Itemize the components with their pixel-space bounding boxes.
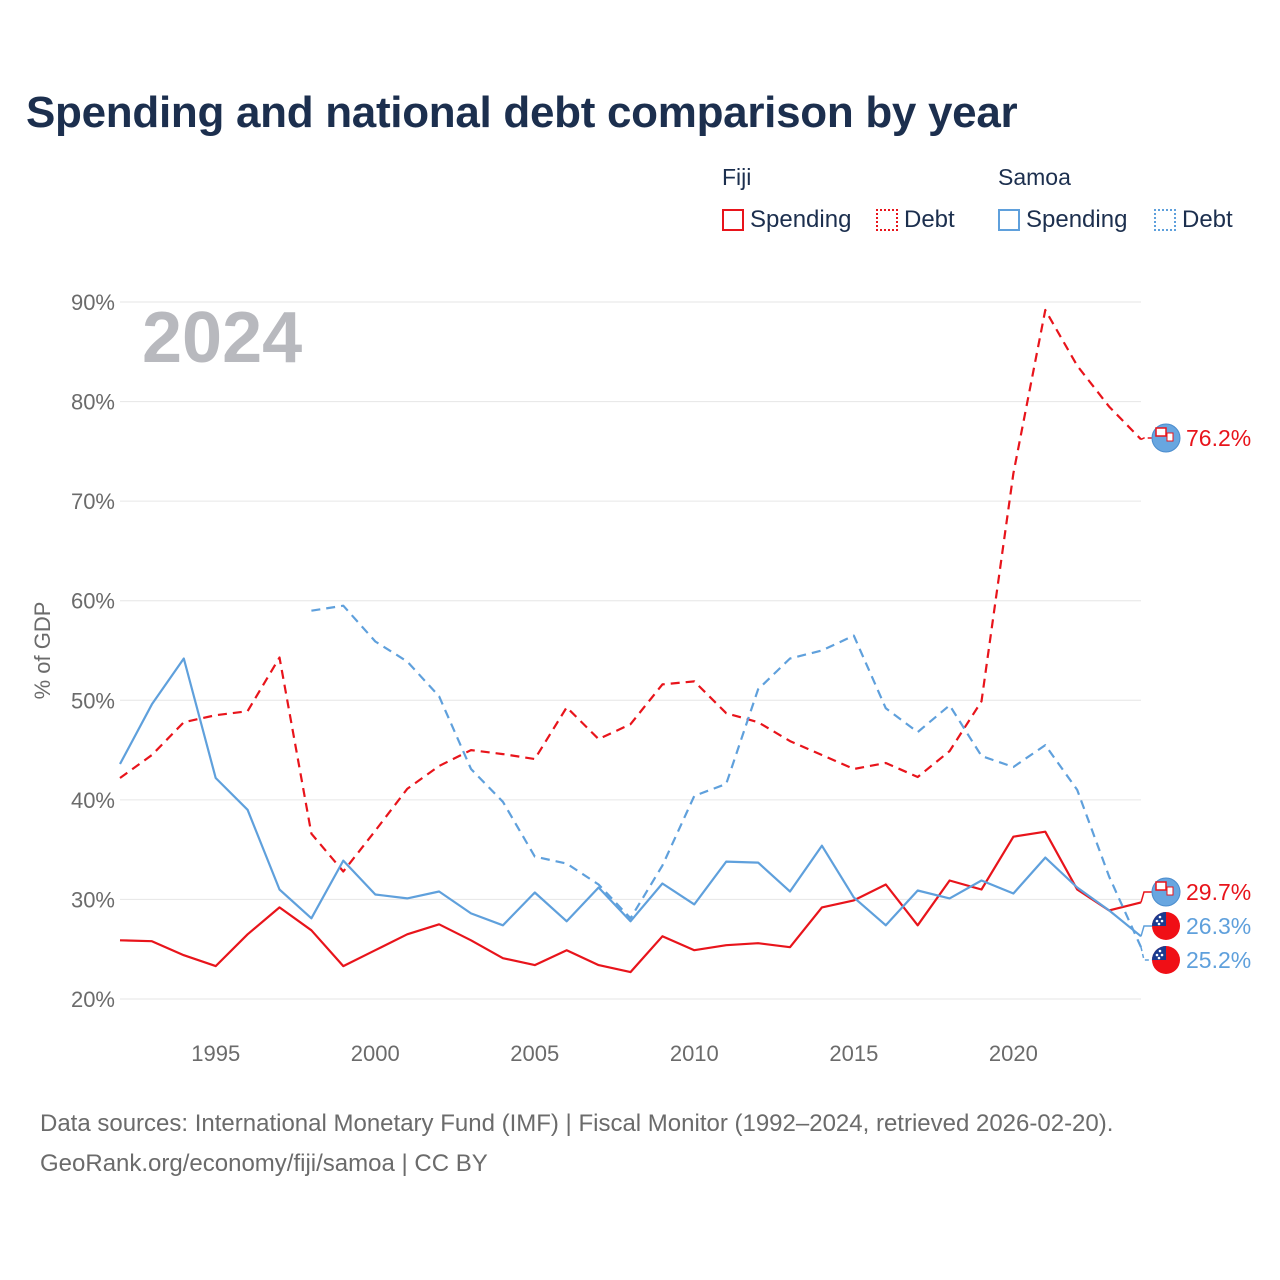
end-connector (1140, 437, 1154, 441)
end-marker-flag-icon (1152, 912, 1180, 940)
legend-item-label: Debt (904, 206, 955, 233)
end-value-label: 25.2% (1186, 947, 1251, 973)
legend-swatch-samoa-debt (1154, 209, 1176, 231)
x-tick-label: 2005 (510, 1041, 559, 1066)
y-tick-label: 60% (71, 589, 115, 614)
x-tick-label: 1995 (191, 1041, 240, 1066)
y-tick-label: 20% (71, 987, 115, 1012)
series-line-samoa-debt (311, 604, 1143, 948)
attribution-link[interactable]: GeoRank.org/economy/fiji/samoa | CC BY (40, 1150, 488, 1177)
footer: Data sources: International Monetary Fun… (40, 1104, 1113, 1184)
y-tick-label: 40% (71, 788, 115, 813)
y-axis-label: % of GDP (30, 602, 55, 700)
series-line-fiji-spending (119, 830, 1142, 974)
y-tick-label: 70% (71, 489, 115, 514)
x-tick-label: 2000 (351, 1041, 400, 1066)
legend-item-label: Debt (1182, 206, 1233, 233)
legend-item-fiji-debt[interactable]: Debt (876, 206, 955, 234)
y-tick-label: 80% (71, 390, 115, 415)
end-connector (1140, 947, 1154, 961)
legend-item-samoa-spending[interactable]: Spending (998, 206, 1127, 234)
legend-item-samoa-debt[interactable]: Debt (1154, 206, 1233, 234)
legend: Fiji Spending Debt Samoa Spending Debt (722, 162, 1262, 242)
x-tick-label: 2010 (670, 1041, 719, 1066)
data-source-note: Data sources: International Monetary Fun… (40, 1110, 1114, 1137)
series-line-fiji-debt (119, 308, 1142, 873)
legend-item-fiji-spending[interactable]: Spending (722, 206, 851, 234)
x-tick-label: 2020 (989, 1041, 1038, 1066)
legend-group-label: Samoa (998, 164, 1071, 190)
legend-group-label: Fiji (722, 164, 752, 190)
y-tick-label: 50% (71, 688, 115, 713)
x-tick-label: 2015 (829, 1041, 878, 1066)
y-tick-label: 30% (71, 887, 115, 912)
series-line-samoa-spending (119, 657, 1142, 938)
page-title: Spending and national debt comparison by… (26, 88, 1018, 137)
legend-swatch-fiji-spending (722, 209, 744, 231)
legend-item-label: Spending (750, 206, 852, 233)
end-value-label: 26.3% (1186, 913, 1251, 939)
legend-swatch-fiji-debt (876, 209, 898, 231)
year-watermark: 2024 (142, 298, 302, 378)
y-tick-label: 90% (71, 290, 115, 315)
legend-item-label: Spending (1026, 206, 1128, 233)
end-connector (1140, 891, 1154, 903)
end-value-label: 29.7% (1186, 879, 1251, 905)
end-marker-flag-icon (1152, 946, 1180, 974)
legend-swatch-samoa-spending (998, 209, 1020, 231)
end-connector (1140, 925, 1154, 937)
end-marker-flag-icon (1151, 877, 1181, 907)
end-value-label: 76.2% (1186, 425, 1251, 451)
end-marker-flag-icon (1151, 423, 1181, 453)
